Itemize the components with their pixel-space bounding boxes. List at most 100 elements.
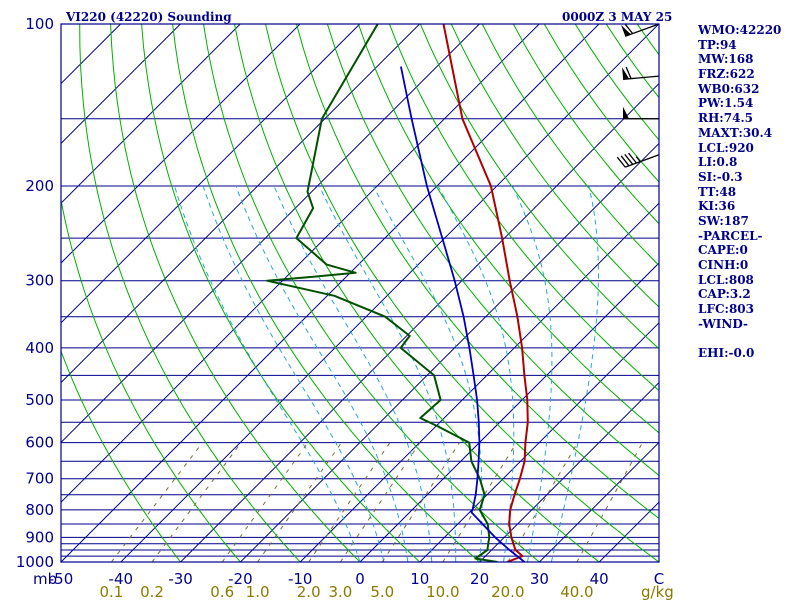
temperature-label: C	[654, 570, 664, 588]
pressure-label: 500	[25, 391, 54, 409]
isotherm-line	[61, 24, 181, 145]
temperature-label: 20	[470, 570, 489, 588]
mixing-ratio-unit-label: g/kg	[641, 583, 674, 600]
isotherm-line	[61, 24, 361, 324]
isotherm-line	[0, 24, 1, 562]
mixing-ratio-line	[339, 442, 421, 562]
wind-barb	[616, 152, 660, 168]
wind-barbs	[616, 23, 660, 168]
mixing-ratio-label: 40.0	[560, 583, 593, 600]
dry-adiabat-line	[110, 24, 361, 562]
index-item: CAP:3.2	[698, 287, 751, 302]
isotherm-line	[479, 381, 659, 562]
dry-adiabat-line	[172, 24, 481, 562]
index-item: TT:48	[698, 184, 737, 199]
index-item: MAXT:30.4	[698, 125, 773, 140]
moist-adiabat-line	[318, 185, 457, 562]
index-item: -PARCEL-	[698, 228, 763, 243]
moist-adiabat-line	[512, 185, 553, 562]
sounding-profiles	[266, 24, 529, 562]
index-item: CINH:0	[698, 258, 749, 272]
index-item: PW:1.54	[698, 96, 754, 111]
grid-lines	[0, 24, 659, 562]
temperature-label: 0	[355, 570, 365, 588]
isotherm-line	[539, 441, 659, 562]
isotherm-line	[419, 322, 659, 562]
index-item: -WIND-	[698, 316, 748, 331]
index-item: LCL:808	[698, 272, 754, 287]
pressure-label: 100	[25, 15, 54, 33]
index-item: RH:74.5	[698, 111, 753, 126]
isotherm-line	[180, 82, 659, 562]
index-item: FRZ:622	[698, 67, 755, 82]
pressure-unit-label: mb	[33, 570, 57, 588]
parcel-profile	[400, 66, 526, 562]
wind-barb	[622, 66, 660, 80]
index-item: SI:-0.3	[698, 169, 743, 184]
index-item: LI:0.8	[698, 155, 738, 170]
plot-frame	[60, 23, 660, 563]
dry-adiabat-line	[61, 349, 182, 562]
dry-adiabat-line	[295, 24, 659, 520]
mixing-ratio-label: 0.6	[210, 583, 234, 600]
isotherm-line	[299, 202, 659, 562]
mixing-ratio-line	[507, 442, 579, 562]
mixing-ratio-label: 0.2	[140, 583, 164, 600]
index-item: KI:36	[698, 199, 736, 214]
dry-adiabat-line	[481, 24, 659, 267]
pressure-label: 400	[25, 339, 54, 357]
dry-adiabat-line	[233, 24, 601, 562]
index-item: EHI:-0.0	[698, 346, 755, 361]
temperature-axis-labels: -50 -40 -30 -20 -10 0 10 20 30 40 C	[49, 570, 664, 588]
index-item: MW:168	[698, 52, 754, 67]
isotherm-line	[61, 24, 480, 444]
isotherm-line	[359, 262, 659, 562]
dry-adiabat-line	[388, 24, 659, 392]
dry-adiabat-line	[357, 24, 659, 434]
mixing-ratio-label: 20.0	[491, 583, 524, 600]
temperature-label: -20	[228, 570, 253, 588]
temperature-label: 30	[530, 570, 549, 588]
isotherm-line	[61, 24, 540, 503]
temperature-profile	[442, 24, 529, 562]
isotherm-line	[120, 24, 659, 562]
isotherm-line	[61, 24, 241, 204]
dry-adiabat-line	[141, 24, 421, 562]
moist-adiabat-line	[202, 185, 385, 562]
moist-adiabat-line	[174, 185, 361, 562]
mixing-ratio-line	[442, 442, 518, 562]
temperature-label: -10	[288, 570, 313, 588]
mixing-ratio-line	[221, 442, 309, 562]
index-item	[698, 331, 781, 346]
moist-adiabat-line	[550, 185, 599, 562]
isotherm-line	[61, 24, 420, 384]
temperature-label: -30	[168, 570, 193, 588]
mixing-ratio-axis-labels: 0.1 0.2 0.6 1.0 2.0 3.0 5.0 10.0 20.0 40.0 g/kg	[99, 583, 673, 600]
index-item: WMO:42220	[698, 23, 782, 37]
dry-adiabat-line	[79, 24, 301, 562]
wind-barb	[621, 23, 660, 37]
chart-datetime: 0000Z 3 MAY 25	[562, 10, 673, 24]
moist-adiabat-line	[437, 185, 515, 562]
index-item: SW:187	[698, 213, 749, 228]
mixing-ratio-line	[308, 442, 391, 562]
pressure-label: 800	[25, 501, 54, 519]
pressure-label: 900	[25, 528, 54, 546]
mixing-ratio-label: 2.0	[297, 583, 321, 600]
mixing-ratio-label: 3.0	[328, 583, 352, 600]
dewpoint-profile	[266, 24, 498, 562]
temperature-label: 10	[410, 570, 429, 588]
dry-adiabat-line	[61, 197, 242, 562]
index-item: WB0:632	[698, 81, 760, 96]
pressure-label: 1000	[16, 553, 54, 571]
index-item: LFC:803	[698, 302, 754, 317]
mixing-ratio-label: 1.0	[246, 583, 270, 600]
pressure-label: 700	[25, 470, 54, 488]
pressure-label: 600	[25, 434, 54, 452]
wind-barb	[622, 106, 660, 120]
chart-title: VI220 (42220) Sounding	[66, 10, 232, 24]
temperature-label: 40	[590, 570, 609, 588]
index-item: CAPE:0	[698, 243, 748, 258]
